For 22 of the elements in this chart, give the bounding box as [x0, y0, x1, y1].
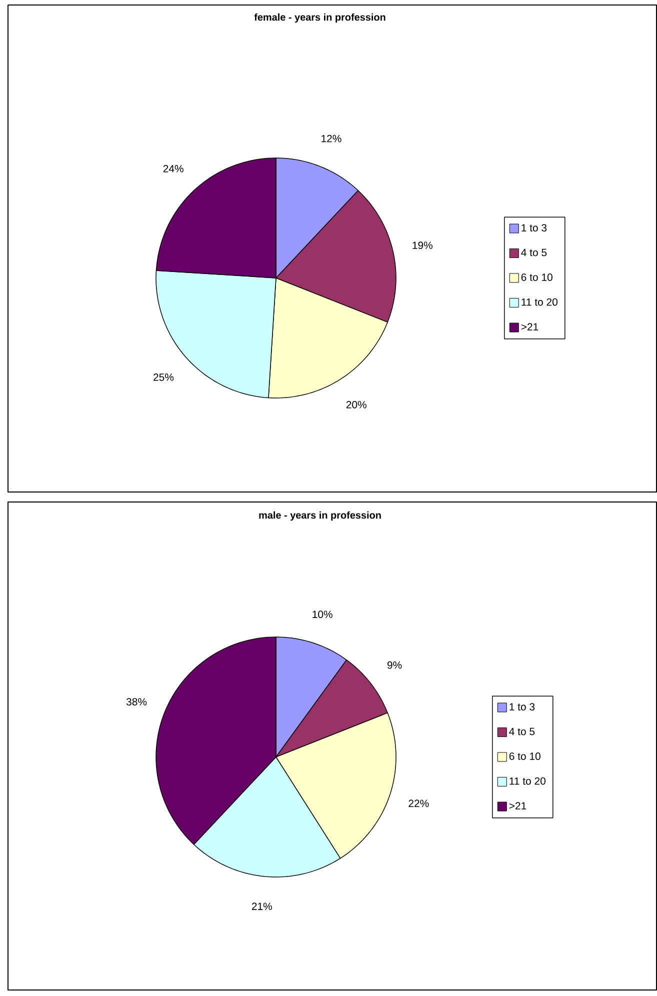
legend-label: >21: [521, 323, 538, 330]
legend-label: >21: [509, 802, 526, 810]
legend-label: 1 to 3: [522, 224, 547, 232]
chart-title: male - years in profession: [259, 511, 381, 521]
legend-label: 4 to 5: [509, 728, 535, 736]
data-label: 38%: [126, 698, 147, 706]
legend-label: 6 to 10: [521, 274, 552, 281]
data-label: 12%: [322, 134, 342, 142]
data-label: 9%: [387, 661, 402, 669]
legend-label: 1 to 3: [510, 703, 535, 711]
legend-label: 4 to 5: [521, 248, 547, 256]
data-label: 24%: [163, 164, 184, 172]
chart-title: female - years in profession: [254, 13, 386, 23]
data-label: 19%: [412, 242, 432, 249]
data-label: 25%: [154, 374, 174, 381]
legend-label: 6 to 10: [509, 752, 540, 760]
data-label: 22%: [408, 800, 429, 808]
data-label: 21%: [252, 902, 272, 910]
data-label: 20%: [346, 400, 366, 408]
data-label: 10%: [312, 610, 332, 618]
legend-label: 11 to 20: [522, 298, 558, 306]
legend-label: 11 to 20: [510, 777, 546, 785]
